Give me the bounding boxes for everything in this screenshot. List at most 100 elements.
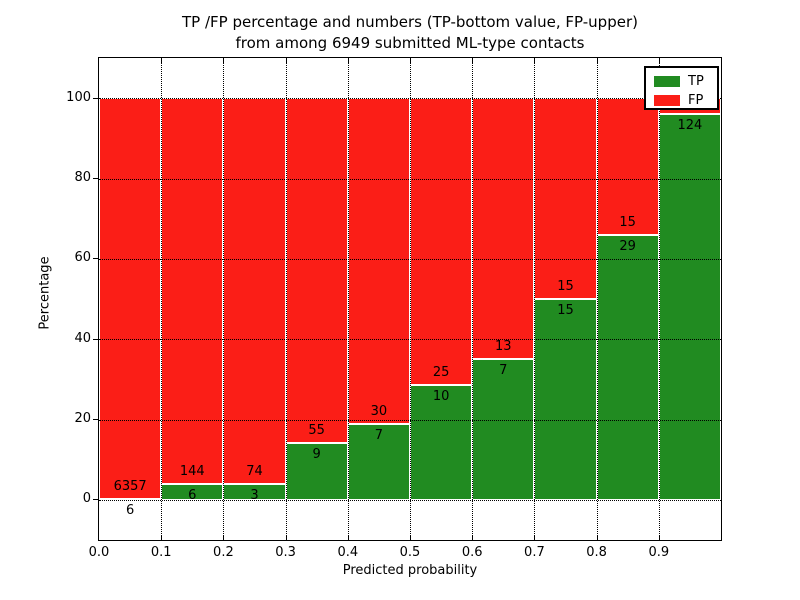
tp-bar-segment <box>658 113 721 500</box>
tp-count-label: 15 <box>557 303 574 318</box>
y-tick-mark <box>93 178 99 179</box>
x-tick-mark-top <box>596 58 598 63</box>
vertical-gridline <box>223 58 225 540</box>
x-tick-mark-bottom <box>410 535 411 540</box>
x-tick-label: 0.0 <box>88 545 110 560</box>
x-tick-label: 0.2 <box>213 545 234 560</box>
fp-count-label: 25 <box>432 364 450 380</box>
vertical-gridline <box>596 58 598 540</box>
horizontal-gridline <box>99 419 721 421</box>
legend: TP FP <box>644 66 719 110</box>
fp-count-label: 30 <box>370 403 388 419</box>
y-tick-label: 20 <box>74 411 91 426</box>
tp-count-label: 9 <box>312 447 321 463</box>
tp-legend-swatch <box>654 76 680 87</box>
x-tick-label: 0.4 <box>337 545 359 560</box>
x-tick-label: 0.9 <box>648 545 670 560</box>
vertical-gridline <box>285 58 287 540</box>
chart-title-line2: from among 6949 submitted ML-type contac… <box>235 34 585 52</box>
legend-item-fp: FP <box>646 92 717 109</box>
plot-area: 6357 6 144 6 74 3 55 9 30 7 25 10 13 7 15 15 15 29 124 <box>98 57 722 541</box>
tp-bar-segment <box>534 299 597 500</box>
y-tick-mark <box>93 499 99 501</box>
y-axis-label: Percentage <box>37 256 53 330</box>
x-tick-mark-bottom <box>161 535 163 540</box>
fp-count-label: 144 <box>179 463 205 479</box>
x-tick-mark-top <box>534 58 536 63</box>
vertical-gridline <box>347 58 349 540</box>
vertical-gridline <box>410 58 411 540</box>
horizontal-gridline <box>99 339 721 341</box>
tp-count-label: 29 <box>619 239 636 255</box>
x-tick-mark-top <box>161 58 163 63</box>
x-tick-mark-bottom <box>223 535 225 540</box>
fp-bar-segment <box>285 98 348 444</box>
tp-bar-segment <box>596 235 659 500</box>
tp-bar-segment <box>285 443 348 500</box>
vertical-gridline <box>161 58 163 540</box>
fp-count-label: 15 <box>619 215 636 231</box>
fp-count-label: 6357 <box>113 479 147 495</box>
x-tick-mark-bottom <box>596 535 598 540</box>
chart-title: TP /FP percentage and numbers (TP-bottom… <box>99 12 721 54</box>
tp-count-label: 7 <box>374 427 384 443</box>
fp-count-label: 15 <box>557 279 574 294</box>
tp-count-label: 6 <box>125 503 135 519</box>
x-tick-mark-bottom <box>347 535 349 540</box>
tp-count-label: 124 <box>677 117 703 133</box>
x-tick-label: 0.7 <box>524 545 545 560</box>
x-tick-mark-bottom <box>534 535 536 540</box>
tp-legend-label: TP <box>688 74 704 89</box>
tp-count-label: 6 <box>188 487 197 503</box>
fp-legend-label: FP <box>688 93 704 108</box>
y-tick-mark <box>93 338 99 340</box>
x-tick-label: 0.3 <box>275 545 296 560</box>
x-axis-label: Predicted probability <box>342 563 478 578</box>
x-tick-mark-bottom <box>285 535 287 540</box>
x-tick-mark-bottom <box>658 535 660 540</box>
horizontal-gridline <box>99 258 721 260</box>
x-tick-mark-top <box>223 58 225 63</box>
fp-bar-segment <box>472 98 535 360</box>
chart-title-line1: TP /FP percentage and numbers (TP-bottom… <box>182 13 638 31</box>
y-tick-label: 80 <box>74 170 91 185</box>
fp-count-label: 55 <box>308 423 325 439</box>
legend-item-tp: TP <box>646 73 717 90</box>
y-tick-label: 40 <box>74 330 91 346</box>
y-tick-label: 0 <box>82 491 91 507</box>
fp-legend-swatch <box>654 95 680 106</box>
horizontal-gridline <box>99 178 721 180</box>
tp-count-label: 7 <box>499 363 508 379</box>
x-tick-mark-top <box>347 58 349 63</box>
y-tick-mark <box>93 419 99 420</box>
tp-bar-segment <box>347 423 410 500</box>
fp-bar-segment <box>410 98 473 385</box>
x-tick-mark-top <box>410 58 411 63</box>
horizontal-gridline <box>99 98 721 100</box>
x-tick-label: 0.8 <box>586 545 607 560</box>
y-tick-label: 60 <box>74 250 91 266</box>
x-tick-label: 0.1 <box>150 545 172 560</box>
x-tick-label: 0.5 <box>399 545 421 560</box>
x-tick-mark-top <box>472 58 474 63</box>
y-tick-mark <box>93 97 99 99</box>
horizontal-gridline <box>99 499 721 501</box>
fp-count-label: 13 <box>495 339 512 355</box>
fp-bar-segment <box>99 98 162 500</box>
x-tick-label: 0.6 <box>461 545 483 560</box>
fp-bar-segment <box>534 98 597 299</box>
vertical-gridline <box>658 58 660 540</box>
y-tick-mark <box>93 258 99 260</box>
x-tick-mark-bottom <box>472 535 474 540</box>
tp-count-label: 10 <box>432 388 450 404</box>
tp-bar-segment <box>410 384 473 500</box>
y-tick-label: 100 <box>66 89 91 105</box>
vertical-gridline <box>534 58 536 540</box>
tp-bar-segment <box>472 359 535 500</box>
vertical-gridline <box>472 58 474 540</box>
fp-count-label: 74 <box>246 464 263 480</box>
fp-bar-segment <box>161 98 224 484</box>
tp-count-label: 3 <box>250 488 259 504</box>
x-tick-mark-top <box>658 58 660 63</box>
